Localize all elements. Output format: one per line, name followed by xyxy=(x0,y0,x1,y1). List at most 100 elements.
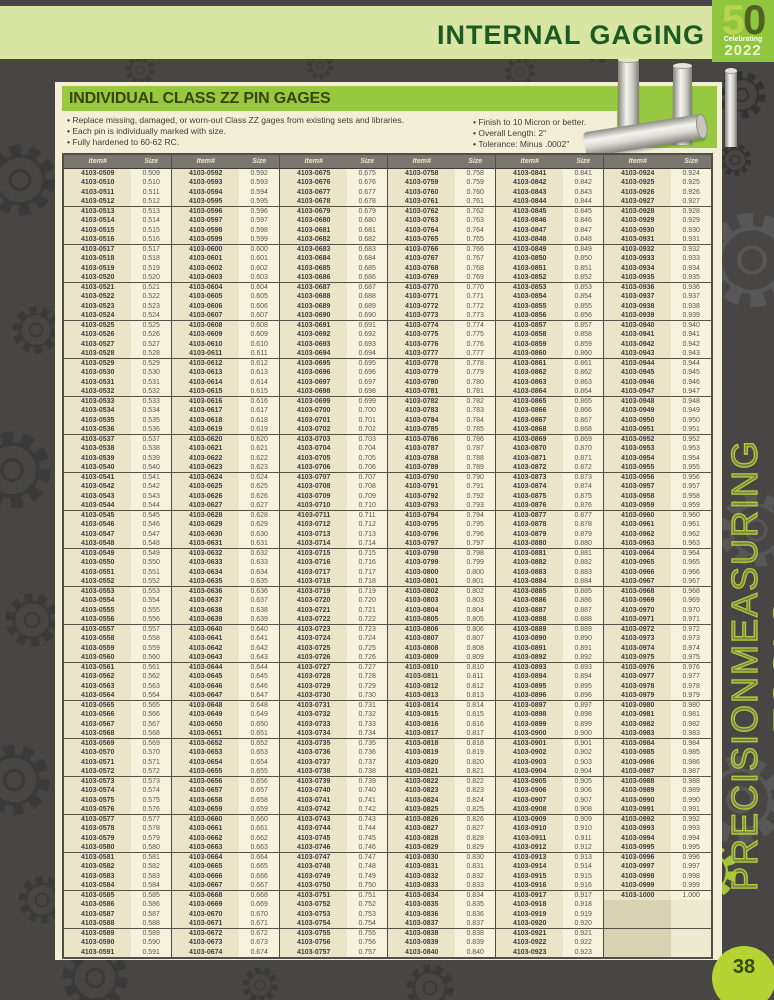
table-row: 4103-0663 0.663 xyxy=(172,842,279,853)
item-cell: 4103-0615 xyxy=(172,386,240,396)
size-cell: 0.736 xyxy=(347,748,387,758)
table-row: 4103-0569 0.569 xyxy=(64,739,171,749)
table-row: 4103-0878 0.878 xyxy=(496,520,603,530)
item-cell: 4103-0879 xyxy=(496,529,564,539)
size-cell: 0.729 xyxy=(347,681,387,691)
item-cell: 4103-0861 xyxy=(496,359,564,369)
item-cell: 4103-0970 xyxy=(604,605,672,615)
size-cell: 0.748 xyxy=(347,862,387,872)
table-row: 4103-0572 0.572 xyxy=(64,766,171,777)
size-cell: 0.688 xyxy=(347,292,387,302)
table-row: 4103-0936 0.936 xyxy=(604,283,711,293)
size-cell: 0.882 xyxy=(563,558,603,568)
item-cell: 4103-0686 xyxy=(280,272,348,282)
table-row: 4103-0838 0.838 xyxy=(388,929,495,939)
table-row: 4103-0654 0.654 xyxy=(172,757,279,767)
table-row: 4103-0846 0.846 xyxy=(496,216,603,226)
table-row: 4103-0509 0.509 xyxy=(64,169,171,179)
size-cell: 0.589 xyxy=(131,929,171,939)
size-cell: 0.826 xyxy=(455,815,495,825)
item-cell: 4103-0871 xyxy=(496,453,564,463)
item-cell: 4103-0609 xyxy=(172,330,240,340)
item-cell: 4103-0574 xyxy=(64,786,132,796)
table-row: 4103-0780 0.780 xyxy=(388,377,495,387)
table-row: 4103-0676 0.676 xyxy=(280,178,387,188)
item-cell: 4103-0779 xyxy=(388,368,456,378)
size-cell: 0.624 xyxy=(239,473,279,483)
size-cell: 0.524 xyxy=(131,310,171,320)
table-column-pair: Item# Size 4103-0509 0.509 4103-0510 0.510 410… xyxy=(64,155,172,957)
item-cell: 4103-0639 xyxy=(172,614,240,624)
size-cell: 0.655 xyxy=(239,766,279,776)
size-cell: 0.612 xyxy=(239,359,279,369)
size-cell: 0.730 xyxy=(347,690,387,700)
table-row: 4103-0808 0.808 xyxy=(388,643,495,653)
item-cell: 4103-0711 xyxy=(280,511,348,521)
item-cell: 4103-0623 xyxy=(172,462,240,472)
table-row: 4103-0731 0.731 xyxy=(280,701,387,711)
size-cell: 0.745 xyxy=(347,833,387,843)
table-row: 4103-0756 0.756 xyxy=(280,938,387,948)
item-cell: 4103-0518 xyxy=(64,254,132,264)
size-cell: 0.775 xyxy=(455,330,495,340)
item-cell: 4103-0554 xyxy=(64,596,132,606)
size-cell: 0.763 xyxy=(455,216,495,226)
item-cell: 4103-0972 xyxy=(604,625,672,635)
item-cell: 4103-0633 xyxy=(172,558,240,568)
item-cell: 4103-0758 xyxy=(388,169,456,179)
size-cell: 0.641 xyxy=(239,634,279,644)
item-cell: 4103-0723 xyxy=(280,625,348,635)
table-row: 4103-0831 0.831 xyxy=(388,862,495,872)
table-row: 4103-0592 0.592 xyxy=(172,169,279,179)
table-row: 4103-0707 0.707 xyxy=(280,473,387,483)
size-cell: 0.853 xyxy=(563,283,603,293)
size-cell: 0.760 xyxy=(455,187,495,197)
item-cell: 4103-0607 xyxy=(172,310,240,320)
table-row: 4103-0591 0.591 xyxy=(64,947,171,957)
item-cell: 4103-0790 xyxy=(388,473,456,483)
item-cell: 4103-0971 xyxy=(604,614,672,624)
size-cell: 0.787 xyxy=(455,444,495,454)
table-row: 4103-0632 0.632 xyxy=(172,549,279,559)
table-row: 4103-0880 0.880 xyxy=(496,538,603,549)
table-row: 4103-0948 0.948 xyxy=(604,397,711,407)
item-cell: 4103-0642 xyxy=(172,643,240,653)
size-cell: 0.824 xyxy=(455,795,495,805)
size-cell: 0.913 xyxy=(563,853,603,863)
size-cell: 0.625 xyxy=(239,482,279,492)
table-rows: 4103-0758 0.758 4103-0759 0.759 4103-0760 0.7… xyxy=(388,169,495,957)
size-cell: 0.528 xyxy=(131,348,171,358)
table-row: 4103-0701 0.701 xyxy=(280,415,387,425)
item-cell: 4103-0957 xyxy=(604,482,672,492)
item-cell: 4103-0589 xyxy=(64,929,132,939)
size-cell: 0.897 xyxy=(563,701,603,711)
item-cell: 4103-0575 xyxy=(64,795,132,805)
size-cell: 0.585 xyxy=(131,891,171,901)
table-row: 4103-0582 0.582 xyxy=(64,862,171,872)
table-row: 4103-0836 0.836 xyxy=(388,909,495,919)
table-row: 4103-0785 0.785 xyxy=(388,424,495,435)
item-cell: 4103-0738 xyxy=(280,766,348,776)
size-cell: 0.705 xyxy=(347,453,387,463)
size-cell: 0.757 xyxy=(347,947,387,957)
size-column-header: Size xyxy=(144,158,159,165)
size-cell: 0.979 xyxy=(671,690,711,700)
size-cell: 0.755 xyxy=(347,929,387,939)
table-row: 4103-0911 0.911 xyxy=(496,833,603,843)
table-row: 4103-0763 0.763 xyxy=(388,216,495,226)
item-cell: 4103-0740 xyxy=(280,786,348,796)
item-cell: 4103-0680 xyxy=(280,216,348,226)
item-cell: 4103-0846 xyxy=(496,216,564,226)
table-row: 4103-0914 0.914 xyxy=(496,862,603,872)
table-row: 4103-0951 0.951 xyxy=(604,424,711,435)
item-cell: 4103-0685 xyxy=(280,263,348,273)
size-cell: 0.746 xyxy=(347,842,387,852)
item-cell: 4103-0672 xyxy=(172,929,240,939)
table-row: 4103-0837 0.837 xyxy=(388,918,495,929)
item-cell: 4103-0545 xyxy=(64,511,132,521)
item-cell: 4103-0726 xyxy=(280,652,348,662)
item-cell: 4103-0526 xyxy=(64,330,132,340)
size-cell: 0.765 xyxy=(455,234,495,244)
table-row: 4103-0896 0.896 xyxy=(496,690,603,701)
size-cell: 0.527 xyxy=(131,339,171,349)
